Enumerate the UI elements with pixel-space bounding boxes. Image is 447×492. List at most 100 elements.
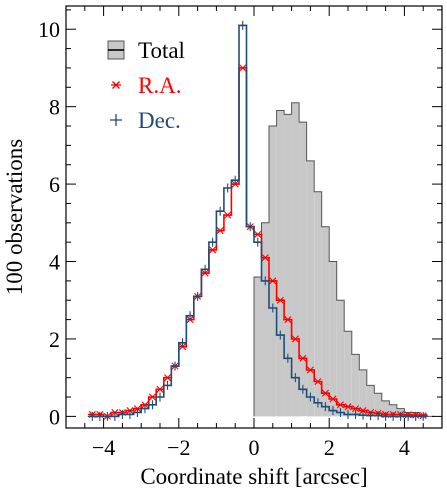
dec-marker xyxy=(117,409,127,419)
x-axis-label: Coordinate shift [arcsec] xyxy=(140,464,367,489)
total-bar xyxy=(254,277,262,417)
y-axis-label: 100 observations xyxy=(2,139,27,296)
total-bar xyxy=(336,300,345,417)
dec-marker xyxy=(208,237,218,247)
total-bar xyxy=(284,114,292,417)
y-tick-label: 2 xyxy=(49,327,60,352)
dec-marker xyxy=(313,398,323,408)
y-tick-label: 4 xyxy=(49,250,60,275)
x-tick-label: −4 xyxy=(92,435,115,460)
series-dec xyxy=(87,20,428,421)
series-total xyxy=(253,102,435,417)
dec-marker xyxy=(343,409,353,419)
total-outline xyxy=(253,102,435,417)
dec-marker xyxy=(163,380,173,390)
y-tick-label: 6 xyxy=(49,172,60,197)
ra-marker xyxy=(320,389,330,397)
ra-marker xyxy=(351,405,361,413)
legend-item: Total xyxy=(107,38,185,63)
total-bar xyxy=(329,261,337,417)
dec-marker xyxy=(366,411,376,421)
ra-marker xyxy=(298,354,308,362)
total-bar xyxy=(276,110,285,417)
legend: Total R.A. Dec. xyxy=(107,38,185,133)
dec-marker xyxy=(102,411,112,421)
total-bar xyxy=(374,393,382,417)
ra-marker xyxy=(283,316,293,324)
dec-marker xyxy=(290,373,300,383)
dec-marker xyxy=(125,409,135,419)
dec-marker xyxy=(223,183,233,193)
y-tick-label: 10 xyxy=(38,17,60,42)
dec-marker xyxy=(238,20,248,30)
total-bar xyxy=(351,354,360,417)
dec-marker xyxy=(358,410,368,420)
dec-marker xyxy=(298,384,308,394)
dec-marker xyxy=(185,311,195,321)
ra-marker xyxy=(313,378,323,386)
legend-label: R.A. xyxy=(138,73,181,98)
dec-marker xyxy=(170,361,180,371)
legend-swatch-dec xyxy=(110,114,122,126)
tick-layer: −4 −2 0 2 4 0 2 4 6 8 10 xyxy=(38,6,443,460)
ra-marker xyxy=(358,407,368,415)
total-bar xyxy=(291,102,300,417)
x-tick-label: 2 xyxy=(324,435,335,460)
dec-marker xyxy=(283,353,293,363)
dec-marker xyxy=(193,291,203,301)
total-bar xyxy=(314,191,322,417)
dec-marker xyxy=(388,411,398,421)
legend-item: R.A. xyxy=(111,73,181,98)
ra-marker xyxy=(305,366,315,374)
ra-marker xyxy=(328,395,338,403)
dec-marker xyxy=(200,264,210,274)
total-bar xyxy=(359,369,367,417)
y-tick-label: 0 xyxy=(49,404,60,429)
dec-marker xyxy=(396,411,406,421)
dec-marker xyxy=(381,411,391,421)
x-tick-label: −2 xyxy=(167,435,190,460)
dec-marker xyxy=(245,222,255,232)
legend-swatch-ra xyxy=(111,81,121,89)
x-tick-label: 0 xyxy=(249,435,260,460)
dec-marker xyxy=(230,175,240,185)
total-bar xyxy=(261,222,269,417)
total-bar xyxy=(269,126,277,417)
legend-label: Total xyxy=(138,38,185,63)
series-layer xyxy=(87,20,435,421)
dec-marker xyxy=(411,411,421,421)
x-tick-label: 4 xyxy=(399,435,410,460)
dec-marker xyxy=(87,411,97,421)
dec-marker xyxy=(320,402,330,412)
dec-marker xyxy=(418,411,428,421)
dec-marker xyxy=(178,338,188,348)
dec-marker xyxy=(132,408,142,418)
legend-item: Dec. xyxy=(110,108,181,133)
dec-marker xyxy=(215,206,225,216)
ra-marker xyxy=(275,296,285,304)
dec-marker xyxy=(140,404,150,414)
legend-label: Dec. xyxy=(138,108,181,133)
total-bar xyxy=(299,122,307,417)
total-bar xyxy=(381,400,390,417)
dec-marker xyxy=(268,303,278,313)
dec-marker xyxy=(253,237,263,247)
y-tick-label: 8 xyxy=(49,95,60,120)
dec-marker xyxy=(351,409,361,419)
dec-marker xyxy=(403,411,413,421)
total-bar xyxy=(306,160,315,417)
ra-marker xyxy=(290,335,300,343)
dec-marker xyxy=(328,406,338,416)
dec-marker xyxy=(260,276,270,286)
total-bar xyxy=(321,226,330,417)
dec-marker xyxy=(147,400,157,410)
dec-marker xyxy=(110,411,120,421)
dec-marker xyxy=(373,411,383,421)
dec-marker xyxy=(95,411,105,421)
dec-marker xyxy=(305,392,315,402)
total-bar xyxy=(389,404,397,417)
dec-marker xyxy=(155,392,165,402)
dec-marker xyxy=(335,408,345,418)
total-bar xyxy=(366,385,375,417)
